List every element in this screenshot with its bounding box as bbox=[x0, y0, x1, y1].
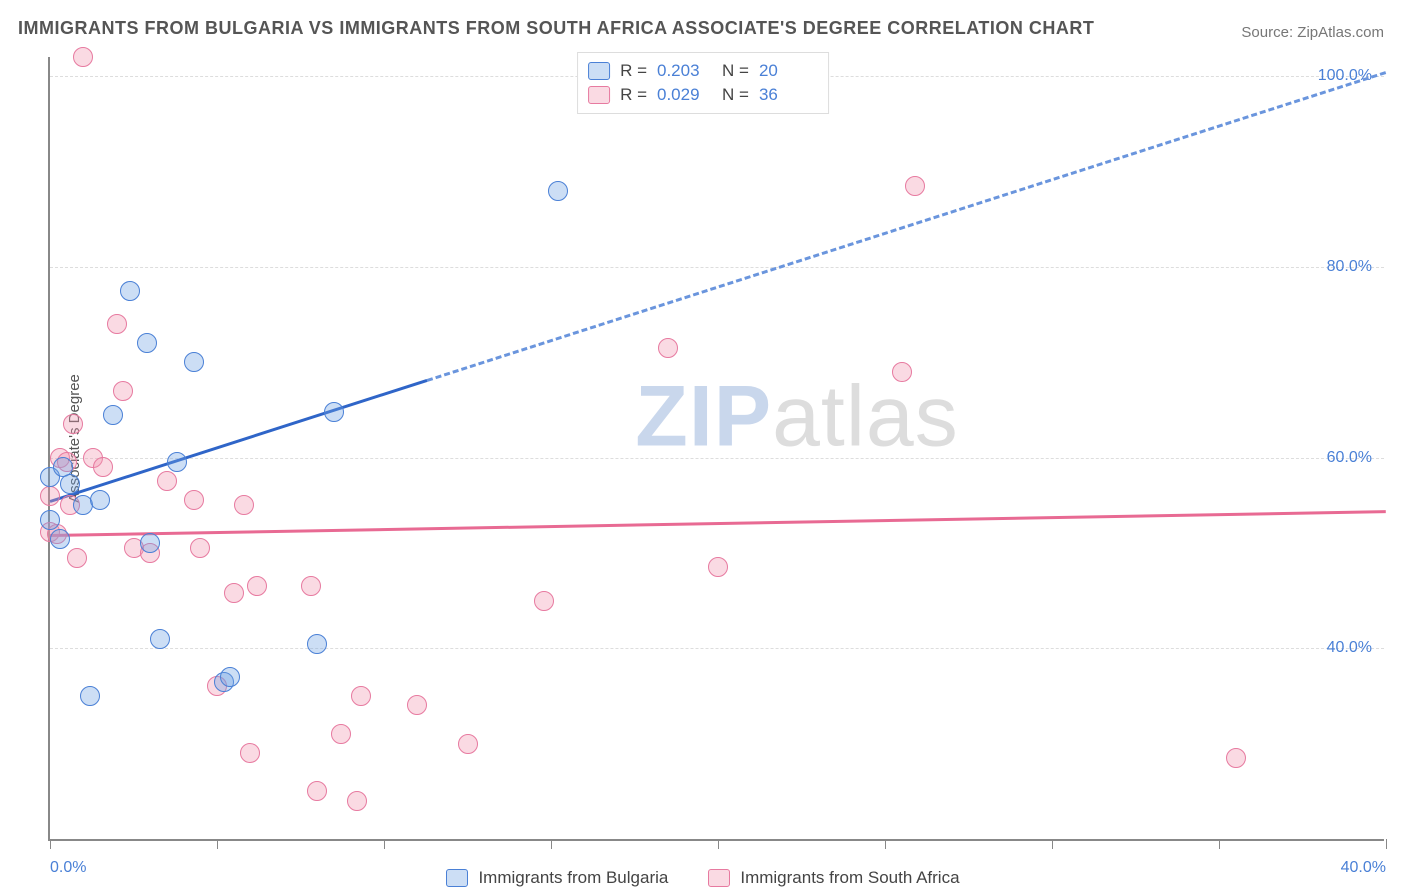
scatter-marker-south-africa bbox=[307, 781, 327, 801]
x-tick bbox=[50, 839, 51, 849]
legend-r-label: R = bbox=[620, 59, 647, 83]
legend-swatch-bulgaria bbox=[588, 62, 610, 80]
source-name: ZipAtlas.com bbox=[1297, 24, 1384, 41]
scatter-marker-south-africa bbox=[331, 724, 351, 744]
scatter-marker-south-africa bbox=[240, 743, 260, 763]
scatter-marker-bulgaria bbox=[40, 510, 60, 530]
scatter-marker-bulgaria bbox=[137, 333, 157, 353]
scatter-marker-bulgaria bbox=[60, 474, 80, 494]
gridline bbox=[50, 648, 1384, 649]
legend-n-value-bulgaria: 20 bbox=[759, 59, 814, 83]
scatter-marker-south-africa bbox=[234, 495, 254, 515]
scatter-marker-bulgaria bbox=[167, 452, 187, 472]
legend-swatch-south-africa bbox=[708, 869, 730, 887]
y-tick-label: 80.0% bbox=[1327, 258, 1372, 276]
scatter-marker-south-africa bbox=[351, 686, 371, 706]
scatter-marker-south-africa bbox=[184, 490, 204, 510]
scatter-marker-south-africa bbox=[40, 486, 60, 506]
legend-item-south-africa: Immigrants from South Africa bbox=[708, 868, 959, 888]
watermark-zip: ZIP bbox=[635, 368, 772, 464]
x-tick bbox=[384, 839, 385, 849]
scatter-marker-bulgaria bbox=[50, 529, 70, 549]
x-tick bbox=[1219, 839, 1220, 849]
scatter-marker-bulgaria bbox=[324, 402, 344, 422]
scatter-marker-south-africa bbox=[63, 414, 83, 434]
source-prefix: Source: bbox=[1241, 24, 1297, 41]
legend-r-label: R = bbox=[620, 83, 647, 107]
y-tick-label: 40.0% bbox=[1327, 639, 1372, 657]
scatter-marker-south-africa bbox=[708, 557, 728, 577]
legend-n-label: N = bbox=[722, 59, 749, 83]
legend-n-value-south-africa: 36 bbox=[759, 83, 814, 107]
scatter-marker-south-africa bbox=[301, 576, 321, 596]
scatter-marker-bulgaria bbox=[220, 667, 240, 687]
chart-title: IMMIGRANTS FROM BULGARIA VS IMMIGRANTS F… bbox=[18, 18, 1094, 39]
trend-line bbox=[50, 379, 428, 503]
y-tick-label: 60.0% bbox=[1327, 449, 1372, 467]
scatter-marker-south-africa bbox=[1226, 748, 1246, 768]
scatter-marker-bulgaria bbox=[548, 181, 568, 201]
scatter-marker-south-africa bbox=[224, 583, 244, 603]
scatter-marker-south-africa bbox=[73, 47, 93, 67]
scatter-marker-bulgaria bbox=[150, 629, 170, 649]
scatter-marker-south-africa bbox=[157, 471, 177, 491]
x-tick bbox=[217, 839, 218, 849]
watermark-atlas: atlas bbox=[772, 368, 959, 464]
watermark: ZIPatlas bbox=[635, 367, 958, 466]
gridline bbox=[50, 267, 1384, 268]
scatter-marker-south-africa bbox=[107, 314, 127, 334]
x-tick bbox=[1386, 839, 1387, 849]
legend-n-label: N = bbox=[722, 83, 749, 107]
legend-r-value-bulgaria: 0.203 bbox=[657, 59, 712, 83]
scatter-marker-bulgaria bbox=[80, 686, 100, 706]
scatter-marker-bulgaria bbox=[90, 490, 110, 510]
scatter-marker-bulgaria bbox=[140, 533, 160, 553]
x-tick bbox=[718, 839, 719, 849]
gridline bbox=[50, 458, 1384, 459]
scatter-marker-south-africa bbox=[905, 176, 925, 196]
source-attribution: Source: ZipAtlas.com bbox=[1241, 24, 1384, 41]
scatter-marker-south-africa bbox=[93, 457, 113, 477]
legend-label-bulgaria: Immigrants from Bulgaria bbox=[478, 868, 668, 888]
legend-label-south-africa: Immigrants from South Africa bbox=[740, 868, 959, 888]
chart-container: IMMIGRANTS FROM BULGARIA VS IMMIGRANTS F… bbox=[0, 0, 1406, 892]
trend-line bbox=[427, 71, 1386, 382]
legend-stat-row-south-africa: R = 0.029 N = 36 bbox=[588, 83, 814, 107]
scatter-marker-south-africa bbox=[347, 791, 367, 811]
scatter-marker-bulgaria bbox=[184, 352, 204, 372]
scatter-marker-bulgaria bbox=[307, 634, 327, 654]
scatter-marker-bulgaria bbox=[103, 405, 123, 425]
scatter-marker-south-africa bbox=[407, 695, 427, 715]
x-tick bbox=[1052, 839, 1053, 849]
plot-area: ZIPatlas 40.0%60.0%80.0%100.0%0.0%40.0% bbox=[48, 57, 1384, 841]
scatter-marker-south-africa bbox=[67, 548, 87, 568]
legend-r-value-south-africa: 0.029 bbox=[657, 83, 712, 107]
scatter-marker-bulgaria bbox=[120, 281, 140, 301]
scatter-marker-south-africa bbox=[190, 538, 210, 558]
scatter-marker-south-africa bbox=[247, 576, 267, 596]
x-tick bbox=[885, 839, 886, 849]
legend-swatch-south-africa bbox=[588, 86, 610, 104]
scatter-marker-south-africa bbox=[892, 362, 912, 382]
legend-swatch-bulgaria bbox=[446, 869, 468, 887]
legend-stats-box: R = 0.203 N = 20 R = 0.029 N = 36 bbox=[577, 52, 829, 114]
scatter-marker-south-africa bbox=[658, 338, 678, 358]
scatter-marker-south-africa bbox=[113, 381, 133, 401]
legend-item-bulgaria: Immigrants from Bulgaria bbox=[446, 868, 668, 888]
trend-line bbox=[50, 510, 1386, 537]
bottom-legend: Immigrants from Bulgaria Immigrants from… bbox=[0, 868, 1406, 888]
y-tick-label: 100.0% bbox=[1318, 67, 1372, 85]
scatter-marker-south-africa bbox=[458, 734, 478, 754]
x-tick bbox=[551, 839, 552, 849]
scatter-marker-south-africa bbox=[534, 591, 554, 611]
legend-stat-row-bulgaria: R = 0.203 N = 20 bbox=[588, 59, 814, 83]
